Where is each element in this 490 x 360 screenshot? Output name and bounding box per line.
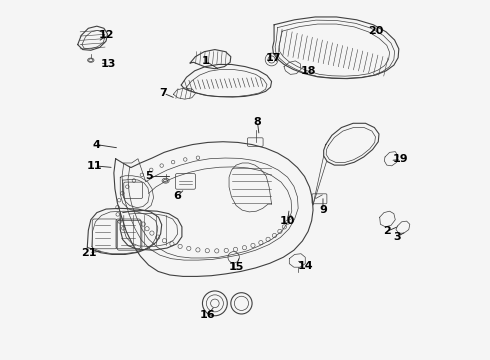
- Text: 19: 19: [393, 154, 409, 165]
- Text: 6: 6: [174, 191, 182, 201]
- Text: 18: 18: [301, 66, 317, 76]
- Text: 10: 10: [280, 216, 295, 226]
- Text: 3: 3: [393, 232, 401, 242]
- Text: 16: 16: [200, 310, 216, 320]
- Text: 9: 9: [319, 205, 327, 215]
- Text: 5: 5: [146, 171, 153, 181]
- Text: 8: 8: [253, 117, 261, 126]
- Text: 21: 21: [81, 248, 97, 258]
- Text: 11: 11: [87, 161, 102, 171]
- Text: 15: 15: [228, 262, 244, 272]
- Text: 17: 17: [266, 53, 281, 63]
- Text: 4: 4: [92, 140, 100, 149]
- Text: 20: 20: [368, 26, 384, 36]
- Text: 13: 13: [101, 59, 116, 69]
- Text: 2: 2: [383, 226, 391, 237]
- Text: 12: 12: [99, 30, 115, 40]
- Text: 1: 1: [202, 56, 210, 66]
- Text: 7: 7: [160, 88, 168, 98]
- Text: 14: 14: [297, 261, 313, 271]
